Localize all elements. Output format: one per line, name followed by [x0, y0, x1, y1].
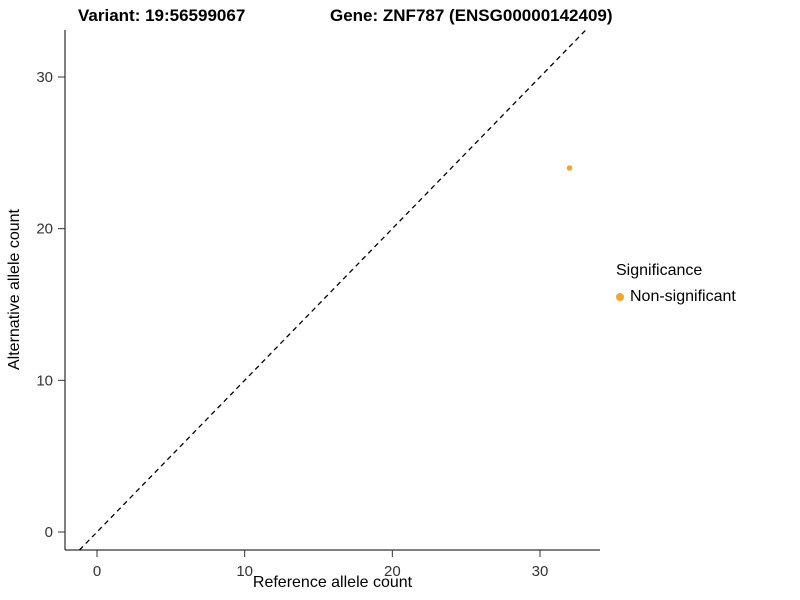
y-tick-label: 20 — [36, 221, 53, 238]
legend-title: Significance — [616, 262, 703, 279]
x-tick-label: 10 — [236, 563, 253, 580]
x-tick-label: 30 — [532, 563, 549, 580]
legend-point-icon — [616, 293, 624, 301]
y-tick-label: 30 — [36, 69, 53, 86]
legend: Significance Non-significant — [616, 262, 736, 306]
y-tick-label: 0 — [45, 524, 53, 541]
identity-line — [79, 29, 587, 551]
plot-title-gene: Gene: ZNF787 (ENSG00000142409) — [330, 6, 613, 25]
legend-entry-label: Non-significant — [630, 288, 736, 305]
data-point — [566, 165, 573, 171]
x-tick-label: 0 — [93, 563, 101, 580]
y-tick-label: 10 — [36, 372, 53, 389]
y-axis-title: Alternative allele count — [6, 209, 23, 371]
legend-entry: Non-significant — [616, 288, 736, 306]
plot-title-variant: Variant: 19:56599067 — [78, 6, 246, 25]
x-tick-label: 20 — [384, 563, 401, 580]
x-axis-title: Reference allele count — [252, 574, 413, 591]
